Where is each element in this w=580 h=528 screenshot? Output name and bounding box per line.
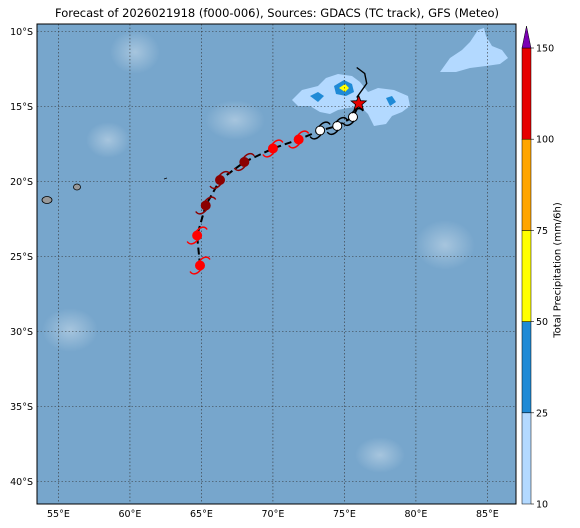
- lat-label: 35°S: [10, 402, 33, 413]
- colorbar-tick-label: 25: [536, 408, 548, 419]
- colorbar-segment: [521, 138, 532, 231]
- colorbar-tick-label: 100: [536, 135, 554, 146]
- lat-label: 20°S: [10, 177, 33, 188]
- lon-label: 65°E: [190, 509, 213, 520]
- precipitation-colorbar: 10 25 50 75 100 150: [521, 25, 554, 511]
- lat-label: 10°S: [10, 27, 33, 38]
- colorbar-tick-label: 75: [536, 226, 548, 237]
- cloud-texture: [42, 30, 475, 473]
- graticule: [37, 24, 516, 504]
- lon-label: 55°E: [47, 509, 70, 520]
- latitude-labels: 10°S 15°S 20°S 25°S 30°S 35°S 40°S: [10, 27, 33, 488]
- longitude-labels: 55°E 60°E 65°E 70°E 75°E 80°E 85°E: [47, 509, 499, 520]
- islands: [41, 177, 168, 204]
- lon-label: 85°E: [476, 509, 499, 520]
- lon-label: 60°E: [119, 509, 142, 520]
- colorbar-segment: [521, 47, 532, 140]
- lat-label: 40°S: [10, 477, 33, 488]
- lat-label: 15°S: [10, 102, 33, 113]
- colorbar-segment: [521, 412, 532, 505]
- colorbar-extend-arrow: [521, 25, 532, 49]
- lon-label: 70°E: [262, 509, 285, 520]
- lat-label: 30°S: [10, 327, 33, 338]
- map-frame: [36, 23, 517, 505]
- colorbar-tick-label: 50: [536, 317, 548, 328]
- colorbar-segment: [521, 321, 532, 414]
- lon-label: 75°E: [333, 509, 356, 520]
- lon-label: 80°E: [404, 509, 427, 520]
- current-position-star-icon: [350, 94, 368, 111]
- map-title: Forecast of 2026021918 (f000-006), Sourc…: [55, 6, 499, 20]
- colorbar-tick-label: 10: [536, 500, 548, 511]
- precipitation-field: [292, 28, 508, 126]
- colorbar-segment: [521, 230, 532, 322]
- track-line: [196, 104, 360, 266]
- colorbar-label: Total Precipitation (mm/6h): [552, 202, 564, 338]
- track-tail: [356, 66, 368, 98]
- colorbar-tick-label: 150: [536, 44, 554, 55]
- lat-label: 25°S: [10, 252, 33, 263]
- cyclone-track: [186, 66, 368, 275]
